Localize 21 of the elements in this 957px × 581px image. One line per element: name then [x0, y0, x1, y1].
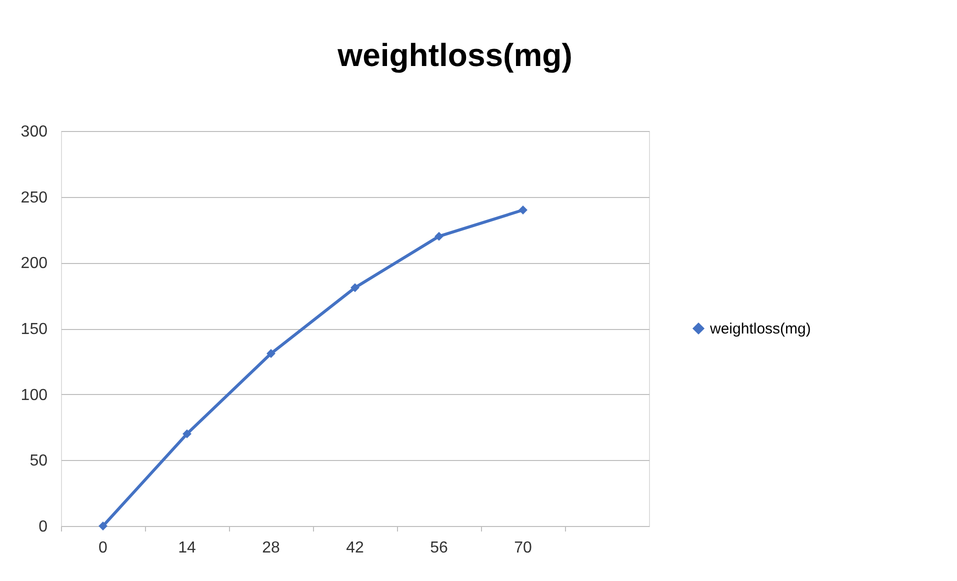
y-tick-label: 0 — [38, 518, 48, 536]
y-tick-label: 250 — [20, 189, 48, 206]
y-tick-label: 150 — [20, 321, 48, 338]
y-tick-label: 300 — [20, 124, 48, 140]
point — [434, 232, 444, 241]
x-tick-label: 0 — [98, 540, 108, 556]
y-tick-label: 100 — [20, 386, 48, 404]
x-tick-label: 70 — [514, 540, 532, 556]
point — [266, 349, 276, 358]
x-tick-label: 28 — [262, 540, 280, 556]
y-tick-label: 50 — [30, 452, 48, 470]
y-tick-label: 200 — [20, 255, 48, 272]
chart-title: weightloss(mg) — [336, 37, 572, 73]
point — [518, 206, 528, 214]
legend-label: weightloss(mg) — [709, 320, 811, 338]
point — [182, 429, 192, 438]
point — [98, 522, 108, 530]
point — [350, 283, 360, 292]
x-tick-label: 14 — [178, 540, 196, 556]
x-tick-label: 42 — [346, 540, 364, 556]
x-tick-label: 56 — [430, 540, 448, 556]
